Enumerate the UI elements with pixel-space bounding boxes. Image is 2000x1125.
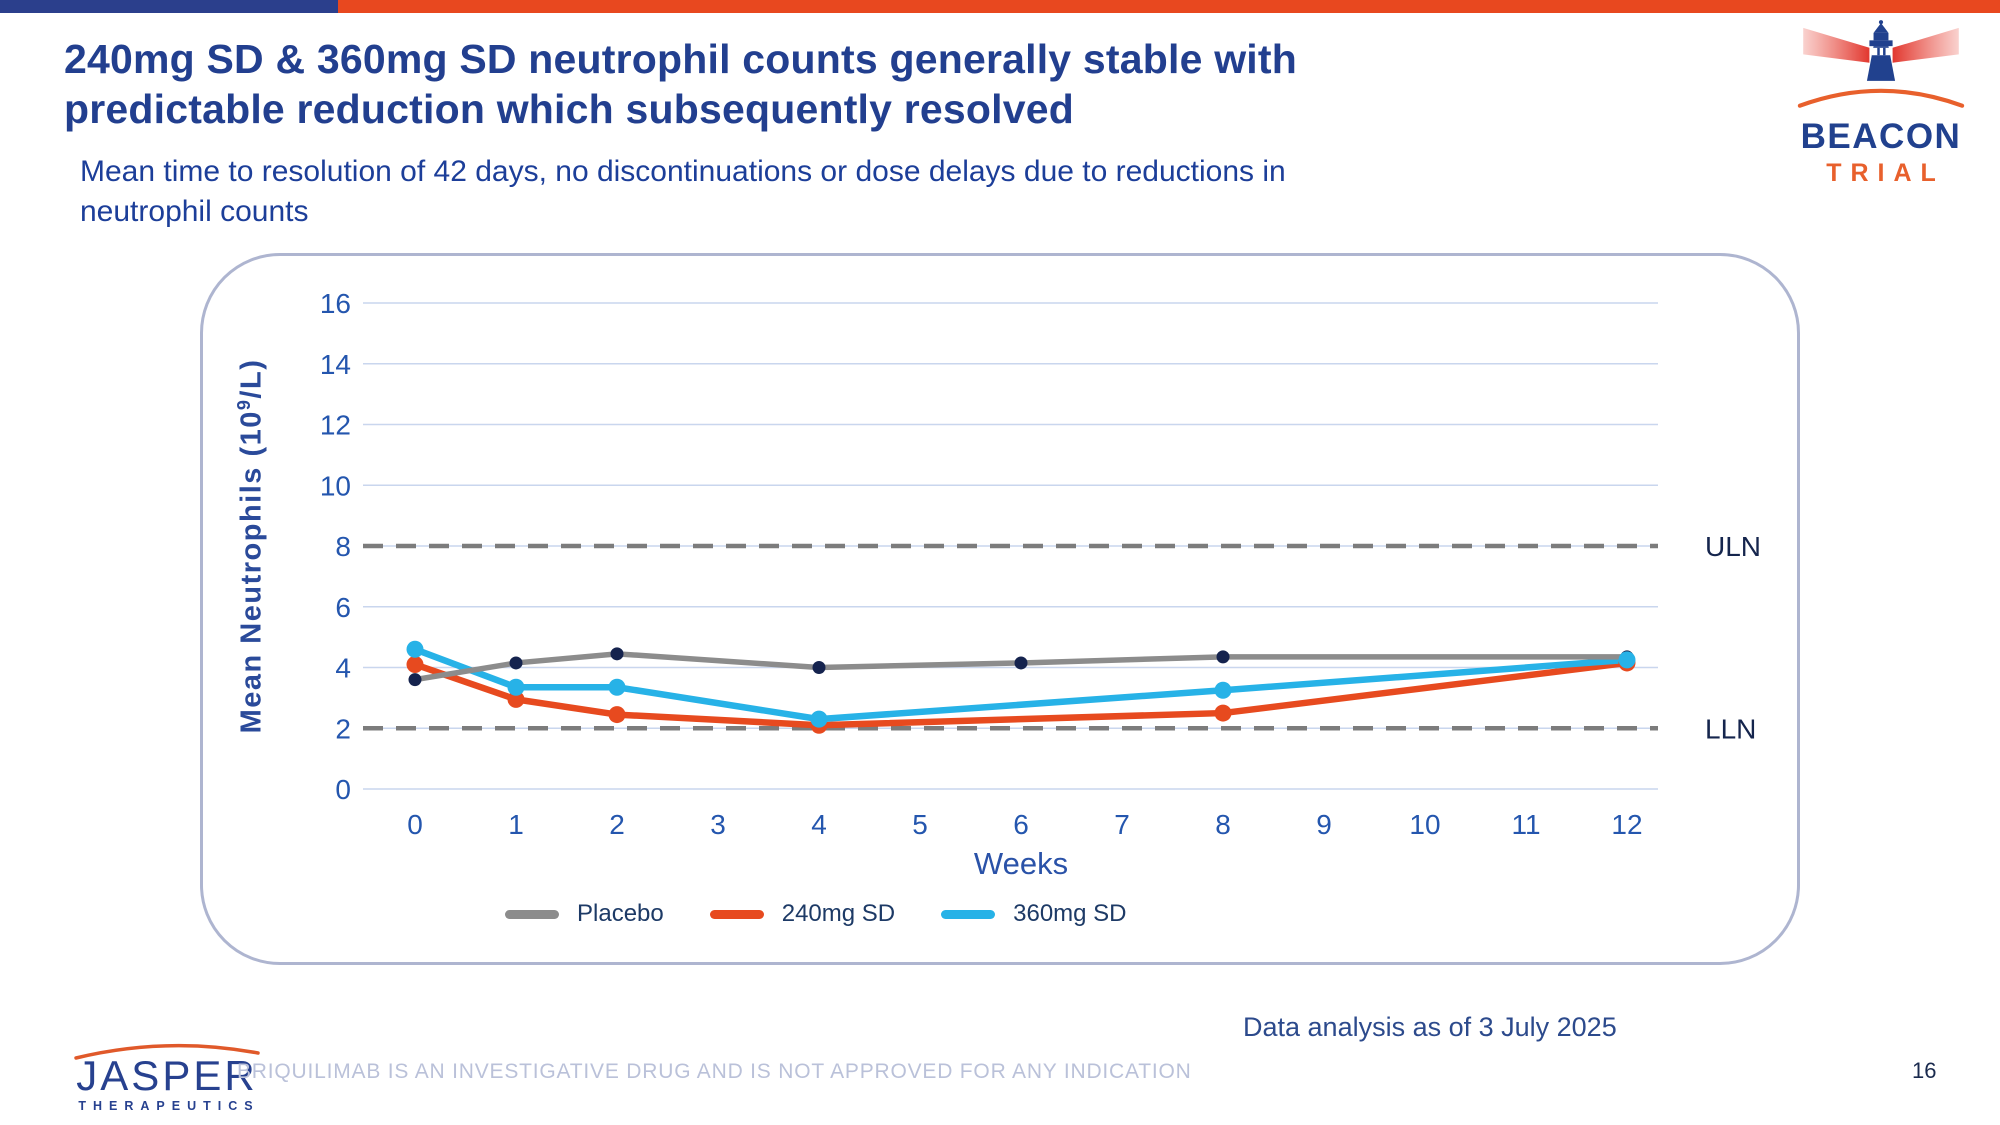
y-tick-4: 4: [335, 653, 351, 684]
slide-subtitle-line-1: Mean time to resolution of 42 days, no d…: [80, 155, 1286, 188]
slide-subtitle: Mean time to resolution of 42 days, no d…: [80, 152, 1640, 232]
x-tick-4: 4: [811, 809, 827, 840]
x-tick-3: 3: [710, 809, 726, 840]
y-tick-12: 12: [320, 410, 351, 441]
slide-title: 240mg SD & 360mg SD neutrophil counts ge…: [64, 34, 1564, 134]
data-point-360mg-sd-week-4: [810, 710, 828, 728]
data-point-240mg-sd-week-8: [1214, 704, 1232, 722]
data-point-placebo-week-8: [1216, 650, 1230, 664]
legend-label-placebo: Placebo: [577, 900, 664, 927]
legend-swatch-placebo: [505, 909, 559, 919]
series-line-240mg-sd: [411, 659, 1631, 729]
y-tick-8: 8: [335, 531, 351, 562]
jasper-therapeutics-logo: JASPER THERAPEUTICS: [72, 1036, 262, 1113]
chart-card: 0 2 4 6 8 10 12 14 16 0 1 2 3 4 5 6 7 8 9 10 11 12 Weeks ULN LLN…: [200, 253, 1800, 965]
data-analysis-date: Data analysis as of 3 July 2025: [1243, 1012, 1617, 1042]
data-point-360mg-sd-week-1: [507, 678, 525, 696]
therapeutics-logo-text: THERAPEUTICS: [78, 1099, 260, 1113]
slide-title-line-2: predictable reduction which subsequently…: [64, 86, 1074, 132]
y-tick-6: 6: [335, 592, 351, 623]
x-tick-2: 2: [609, 809, 625, 840]
page-number: 16: [1912, 1058, 1937, 1083]
slide-title-line-1: 240mg SD & 360mg SD neutrophil counts ge…: [64, 36, 1297, 82]
data-point-placebo-week-2: [610, 647, 624, 661]
x-tick-0: 0: [407, 809, 423, 840]
slide-subtitle-line-2: neutrophil counts: [80, 195, 309, 228]
accent-bar-blue-segment: [0, 0, 338, 13]
x-tick-8: 8: [1215, 809, 1231, 840]
data-point-240mg-sd-week-2: [608, 706, 626, 724]
legend-item-360mg-sd: 360mg SD: [941, 900, 1127, 928]
window-divider: [1877, 47, 1880, 56]
legend-item-placebo: Placebo: [505, 900, 664, 928]
data-point-360mg-sd-week-12: [1618, 651, 1636, 669]
legend-swatch-360mg-sd: [941, 909, 996, 919]
x-tick-5: 5: [912, 809, 928, 840]
y-axis-title-sup: 9: [234, 398, 254, 411]
x-tick-11: 11: [1511, 809, 1540, 840]
x-tick-9: 9: [1316, 809, 1332, 840]
y-axis-title-text: Mean Neutrophils (10: [235, 410, 268, 734]
uln-label: ULN: [1705, 531, 1761, 562]
legend-label-240mg-sd: 240mg SD: [781, 900, 896, 927]
jasper-logo-text: JASPER: [76, 1052, 258, 1099]
y-tick-10: 10: [320, 470, 351, 501]
lighthouse-icon: [1797, 20, 1965, 108]
y-axis-title: Mean Neutrophils (109/L): [234, 306, 276, 786]
data-point-placebo-week-6: [1014, 656, 1028, 670]
x-tick-12: 12: [1611, 809, 1642, 840]
accent-bar-orange-segment: [338, 0, 2000, 13]
window-divider: [1883, 47, 1886, 56]
y-tick-14: 14: [320, 349, 351, 380]
horizon-arc: [1797, 88, 1965, 108]
data-point-240mg-sd-week-1: [507, 690, 525, 708]
x-tick-1: 1: [508, 809, 524, 840]
data-point-placebo-week-0: [408, 673, 422, 687]
y-axis-title-suffix: /L): [235, 358, 268, 399]
data-point-360mg-sd-week-0: [406, 640, 424, 658]
top-accent-bar: [0, 0, 2000, 13]
data-point-placebo-week-1: [509, 656, 523, 670]
series-line-360mg-sd: [411, 646, 1631, 723]
x-tick-6: 6: [1013, 809, 1029, 840]
beacon-logo-text: BEACON: [1800, 117, 1962, 156]
legend-item-240mg-sd: 240mg SD: [709, 900, 896, 928]
disclaimer-text: BRIQUILIMAB IS AN INVESTIGATIVE DRUG AND…: [237, 1060, 1192, 1083]
data-point-240mg-sd-week-0: [406, 655, 424, 673]
x-tick-7: 7: [1114, 809, 1130, 840]
x-tick-10: 10: [1409, 809, 1440, 840]
y-tick-16: 16: [320, 288, 351, 319]
lighthouse-window-band: [1871, 47, 1891, 56]
data-point-360mg-sd-week-8: [1214, 681, 1232, 699]
data-point-360mg-sd-week-2: [608, 678, 626, 696]
chart-legend: Placebo 240mg SD 360mg SD: [505, 900, 1127, 928]
lln-label: LLN: [1705, 713, 1756, 744]
y-tick-2: 2: [335, 713, 351, 744]
y-tick-0: 0: [335, 774, 351, 805]
light-beam-left: [1803, 27, 1870, 63]
x-axis-title: Weeks: [974, 846, 1068, 881]
data-point-placebo-week-4: [812, 661, 826, 674]
light-beam-right: [1892, 27, 1959, 63]
jasper-arc-icon: [74, 1043, 260, 1060]
legend-swatch-240mg-sd: [709, 909, 764, 919]
legend-label-360mg-sd: 360mg SD: [1013, 900, 1127, 927]
trial-logo-text: TRIAL: [1826, 159, 1945, 187]
beacon-trial-logo: BEACON TRIAL: [1778, 18, 1984, 188]
